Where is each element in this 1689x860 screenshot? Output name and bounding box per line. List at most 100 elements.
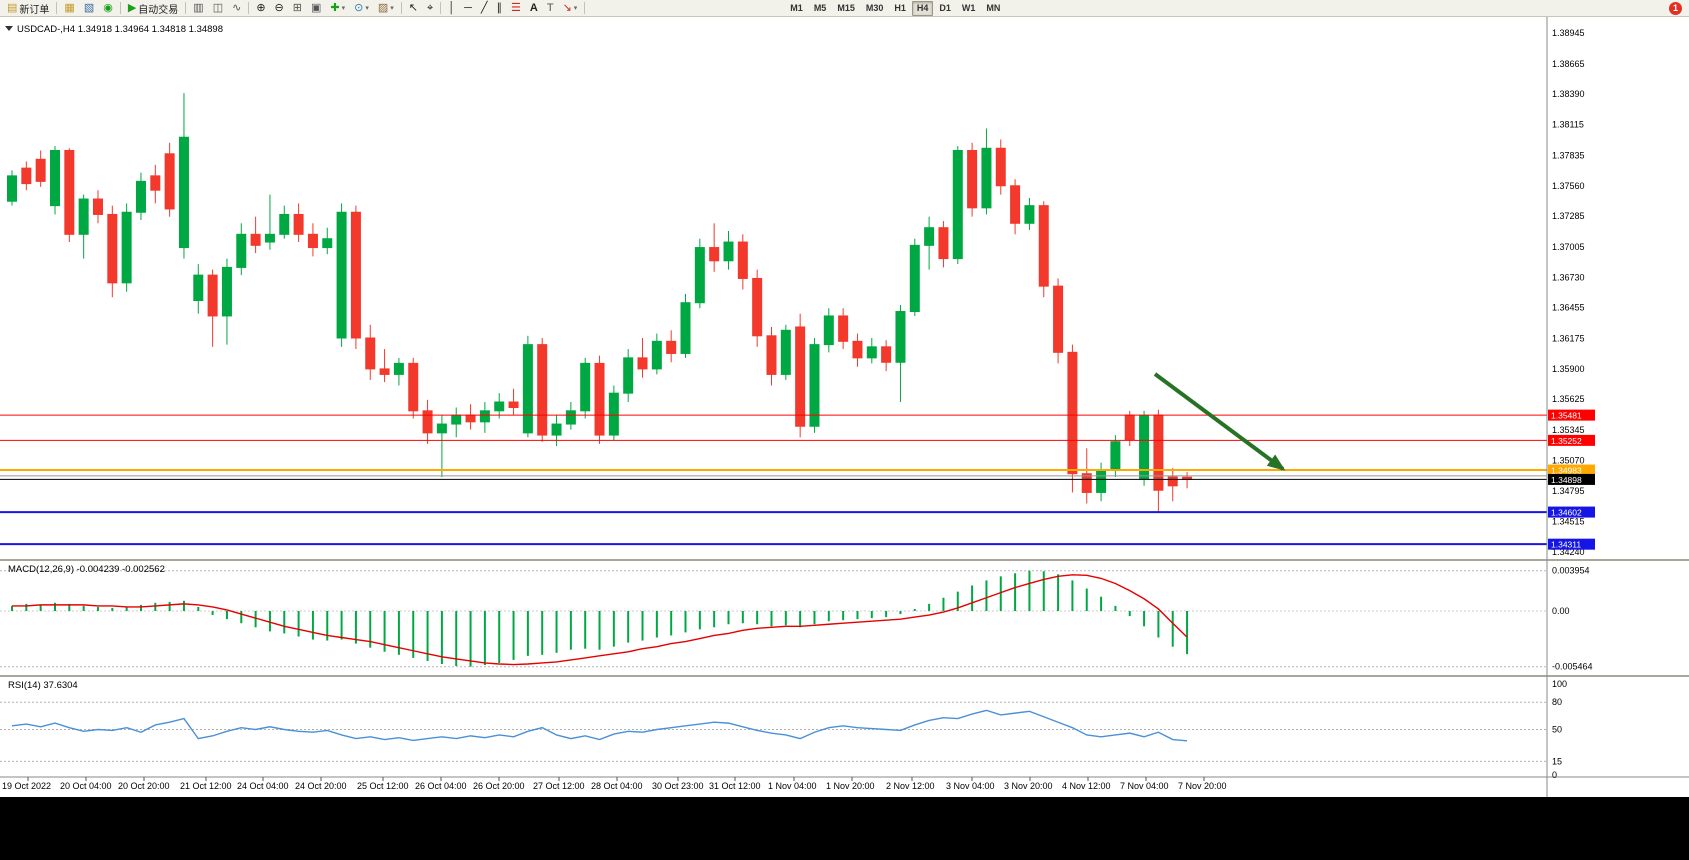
timeframe-button-d1[interactable]: D1: [939, 2, 951, 13]
cascade-windows-button[interactable]: ▣: [307, 0, 325, 16]
time-axis-label: 28 Oct 04:00: [591, 781, 643, 791]
candle-body: [408, 362, 419, 412]
price-tag: [1548, 409, 1595, 421]
price-tag: [1548, 473, 1595, 485]
candle-body: [422, 410, 433, 434]
price-tag: [1548, 506, 1595, 518]
indicators-icon: ✚: [330, 1, 340, 14]
fibonacci-icon: ☰: [511, 1, 521, 14]
candle-body: [135, 180, 146, 213]
bar-chart-button[interactable]: ▥: [189, 0, 207, 16]
new-order-button[interactable]: ▤ 新订单: [3, 0, 53, 16]
tile-windows-icon: ⊞: [292, 1, 302, 14]
price-axis-label: 1.35625: [1552, 394, 1585, 404]
price-axis-labels: 1.38945 1.38665 1.38390 1.38115 1.37835 1.375…: [1552, 28, 1585, 557]
candle-body: [608, 392, 619, 436]
timeframe-button-m1[interactable]: M1: [790, 2, 803, 13]
auto-trading-play-icon: ▶: [127, 1, 137, 14]
time-axis-label: 7 Nov 20:00: [1178, 781, 1227, 791]
candle-body: [250, 233, 261, 246]
price-axis-label: 1.38390: [1552, 89, 1585, 99]
candle-body: [795, 326, 806, 427]
macd-axis-label: 0.00: [1552, 606, 1570, 616]
profiles-button[interactable]: ▧: [80, 0, 98, 16]
crosshair-button[interactable]: ⌖: [423, 0, 437, 16]
candle-body: [21, 167, 32, 185]
time-axis[interactable]: [0, 777, 1689, 797]
new-order-label: 新订单: [19, 4, 50, 16]
timeframe-button-h1[interactable]: H1: [894, 2, 906, 13]
text-label-button[interactable]: T: [543, 0, 558, 16]
price-axis[interactable]: [1547, 16, 1689, 777]
trendline-button[interactable]: ╱: [477, 0, 492, 16]
auto-trading-button[interactable]: ▶ 自动交易: [124, 0, 182, 16]
collapse-arrow-icon[interactable]: [5, 26, 13, 31]
timeframe-button-m15[interactable]: M15: [837, 2, 855, 13]
candle-body: [565, 410, 576, 425]
price-tag: [1548, 464, 1595, 476]
candle-body: [64, 149, 75, 235]
time-axis-label: 21 Oct 12:00: [180, 781, 232, 791]
fibonacci-button[interactable]: ☰: [507, 0, 525, 16]
toolbar-separator: [185, 2, 187, 14]
timeframe-button-w1[interactable]: W1: [961, 2, 976, 13]
indicators-button[interactable]: ✚ ▾: [326, 0, 349, 16]
timeframe-button-mn[interactable]: MN: [986, 2, 1001, 13]
chart-canvas[interactable]: [0, 16, 1689, 797]
price-axis-label: 1.38115: [1552, 120, 1584, 130]
time-axis-label: 30 Oct 23:00: [652, 781, 704, 791]
candle-body: [780, 329, 791, 375]
text-label-icon: T: [546, 1, 554, 14]
zoom-out-button[interactable]: ⊖: [271, 0, 288, 16]
price-axis-label: 1.38945: [1552, 28, 1585, 38]
price-tag-label: 1.34602: [1551, 508, 1582, 518]
toolbar-separator: [56, 2, 58, 14]
zoom-in-button[interactable]: ⊕: [252, 0, 269, 16]
candle-body: [924, 227, 935, 246]
candle-body: [938, 227, 949, 260]
trendline-icon: ╱: [480, 1, 488, 14]
timeframe-button-m30[interactable]: M30: [865, 2, 884, 13]
horizontal-levels: [0, 414, 1547, 546]
templates-button[interactable]: ▨ ▾: [374, 0, 398, 16]
price-tag-label: 1.34311: [1551, 540, 1581, 550]
chart-panel[interactable]: 1.38945 1.38665 1.38390 1.38115 1.37835 1.375…: [0, 16, 1689, 797]
candle-body: [7, 175, 17, 202]
channel-button[interactable]: ∥: [493, 0, 507, 16]
timeframe-button-m5[interactable]: M5: [813, 2, 827, 13]
candle-body: [838, 315, 849, 342]
price-axis-label: 1.35900: [1552, 364, 1585, 374]
arrows-tool-button[interactable]: ↘ ▾: [559, 0, 582, 16]
candle-body: [1124, 414, 1135, 440]
vertical-line-button[interactable]: │: [444, 0, 459, 16]
tile-windows-button[interactable]: ⊞: [289, 0, 306, 16]
notification-badge[interactable]: 1: [1669, 1, 1682, 15]
time-axis-label: 27 Oct 12:00: [533, 781, 585, 791]
price-tag: [1548, 538, 1595, 550]
trend-arrow[interactable]: [1153, 372, 1286, 471]
rsi-axis-label: 50: [1552, 725, 1562, 735]
candle-body: [336, 211, 347, 339]
candlestick-chart-button[interactable]: ◫: [209, 0, 227, 16]
price-tag-label: 1.35252: [1551, 436, 1582, 446]
toolbar-separator: [119, 2, 121, 14]
market-watch-icon: ◉: [103, 1, 113, 14]
rsi-axis-label: 0: [1552, 770, 1557, 780]
macd-indicator: [11, 570, 1189, 667]
price-tag-label: 1.34983: [1551, 466, 1582, 476]
line-chart-button[interactable]: ∿: [228, 0, 245, 16]
candle-body: [479, 410, 490, 423]
periods-dropdown-icon: ▾: [365, 5, 369, 12]
candle-body: [121, 211, 132, 284]
text-icon: A: [529, 1, 538, 14]
price-axis-label: 1.34515: [1552, 517, 1585, 527]
periods-button[interactable]: ⊙ ▾: [350, 0, 373, 16]
line-chart-icon: ∿: [232, 1, 242, 14]
cursor-button[interactable]: ↖: [405, 0, 422, 16]
text-button[interactable]: A: [526, 0, 542, 16]
horizontal-line-button[interactable]: ─: [460, 0, 476, 16]
new-chart-button[interactable]: ▦: [60, 0, 78, 16]
timeframe-button-h4[interactable]: H4: [911, 0, 934, 16]
market-watch-button[interactable]: ◉: [99, 0, 117, 16]
